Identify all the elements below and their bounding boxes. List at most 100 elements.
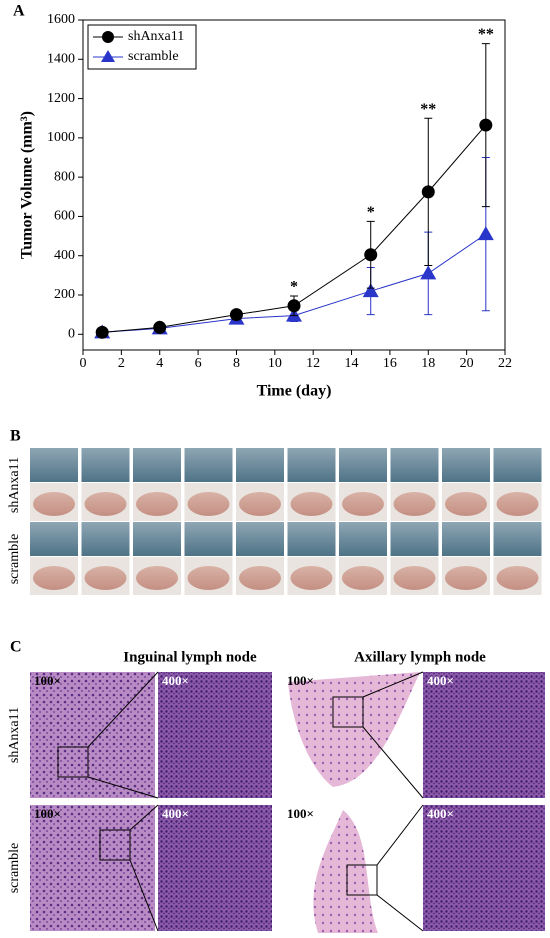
ruler-photo <box>236 522 284 556</box>
legend-label: shAnxa11 <box>128 29 184 44</box>
x-tick-label: 16 <box>383 356 397 371</box>
ruler-photo <box>133 448 181 482</box>
ruler-photo <box>493 448 542 482</box>
column-header: Axillary lymph node <box>354 649 486 665</box>
magnification-label: 400× <box>162 673 189 688</box>
y-tick-label: 1600 <box>47 12 75 27</box>
ruler-photo <box>442 448 490 482</box>
ruler-photo <box>390 448 439 482</box>
panel-label: C <box>10 639 22 656</box>
tumor <box>290 492 333 516</box>
marker <box>287 299 301 313</box>
histology-image <box>158 805 272 931</box>
tumor <box>496 566 539 590</box>
marker <box>364 248 378 262</box>
tumor <box>136 566 178 590</box>
tumor <box>187 492 230 516</box>
zoom-line <box>129 804 159 831</box>
tumor <box>445 566 487 590</box>
zoom-line <box>87 776 159 799</box>
panel-label: A <box>13 3 25 20</box>
ruler-photo <box>390 522 439 556</box>
x-tick-label: 4 <box>156 356 163 371</box>
magnification-label: 100× <box>287 806 314 821</box>
x-tick-label: 22 <box>498 356 512 371</box>
tumor <box>136 492 178 516</box>
significance-label: ** <box>420 101 436 118</box>
magnification-label: 100× <box>34 673 61 688</box>
chart-a: 0 200 400 600 800 1000 1200 1400 1600 0 2 4 6 8 10 12 14… <box>19 12 512 399</box>
x-tick-label: 14 <box>345 356 359 371</box>
legend-label: scramble <box>128 49 179 64</box>
marker <box>479 118 493 132</box>
tumor <box>496 492 539 516</box>
tumor <box>187 566 230 590</box>
x-axis-label: Time (day) <box>257 383 332 400</box>
ruler-photo <box>184 522 233 556</box>
ruler-photo <box>236 448 284 482</box>
y-tick-label: 600 <box>54 209 75 224</box>
row-label: scramble <box>7 534 22 585</box>
y-tick-label: 1000 <box>47 130 75 145</box>
histology-image <box>423 805 545 931</box>
x-tick-label: 0 <box>80 356 87 371</box>
histology-image <box>30 672 155 798</box>
legend-marker <box>102 31 114 43</box>
ruler-photo <box>133 522 181 556</box>
magnification-label: 100× <box>34 806 61 821</box>
zoom-line <box>376 894 424 932</box>
tumor <box>290 566 333 590</box>
tissue-section <box>313 810 378 933</box>
tumor <box>33 492 75 516</box>
zoom-line <box>362 671 424 698</box>
ruler-photo <box>339 448 387 482</box>
tumor <box>84 492 127 516</box>
x-tick-label: 20 <box>460 356 474 371</box>
y-axis-label: Tumor Volume (mm³) <box>19 111 36 259</box>
tumor <box>393 492 436 516</box>
marker <box>362 283 379 298</box>
significance-label: * <box>367 204 375 221</box>
row-label: scramble <box>7 843 22 894</box>
zoom-line <box>87 671 159 748</box>
ruler-photo <box>184 448 233 482</box>
tumor <box>239 492 281 516</box>
marker <box>421 185 435 199</box>
row-label: shAnxa11 <box>7 457 22 513</box>
marker <box>95 325 109 339</box>
marker <box>153 320 167 334</box>
magnification-label: 400× <box>162 806 189 821</box>
histology-image <box>423 672 545 798</box>
histology-image <box>158 672 272 798</box>
tumor <box>342 492 384 516</box>
ruler-photo <box>30 448 78 482</box>
y-tick-label: 1400 <box>47 52 75 67</box>
ruler-photo <box>287 448 336 482</box>
tumor <box>84 566 127 590</box>
x-tick-label: 6 <box>195 356 202 371</box>
tissue-section <box>288 672 420 787</box>
ruler-photo <box>81 522 130 556</box>
panel-b: shAnxa11 scramble <box>7 448 542 595</box>
magnification-label: 400× <box>427 806 454 821</box>
x-tick-label: 2 <box>118 356 125 371</box>
x-tick-label: 18 <box>421 356 435 371</box>
significance-label: * <box>290 279 298 296</box>
zoom-box <box>346 864 378 896</box>
x-tick-label: 10 <box>268 356 282 371</box>
ruler-photo <box>493 522 542 556</box>
panel-c: Inguinal lymph node Axillary lymph node sh… <box>7 649 545 933</box>
legend-marker <box>101 50 115 62</box>
ruler-photo <box>30 522 78 556</box>
zoom-box <box>99 829 131 861</box>
x-tick-label: 12 <box>306 356 320 371</box>
tumor <box>393 566 436 590</box>
marker <box>477 226 494 241</box>
ruler-photo <box>287 522 336 556</box>
marker <box>229 308 243 322</box>
plot-frame <box>82 19 506 351</box>
zoom-line <box>362 726 424 799</box>
y-tick-label: 800 <box>54 169 75 184</box>
